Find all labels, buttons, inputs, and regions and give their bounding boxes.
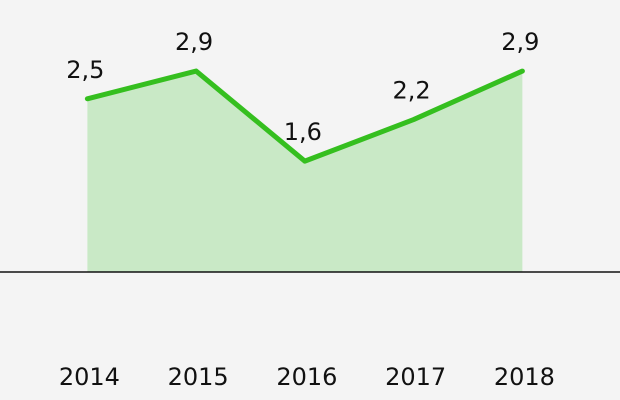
- x-tick-label: 2018: [494, 363, 555, 391]
- data-label: 2,9: [501, 28, 539, 56]
- x-tick-label: 2016: [276, 363, 337, 391]
- data-label: 2,5: [66, 56, 104, 84]
- x-tick-label: 2017: [385, 363, 446, 391]
- data-label: 2,9: [175, 28, 213, 56]
- x-tick-label: 2015: [168, 363, 229, 391]
- line: [84, 68, 525, 164]
- x-tick-label: 2014: [59, 363, 120, 391]
- data-label: 2,2: [393, 77, 431, 105]
- data-label: 1,6: [284, 118, 322, 146]
